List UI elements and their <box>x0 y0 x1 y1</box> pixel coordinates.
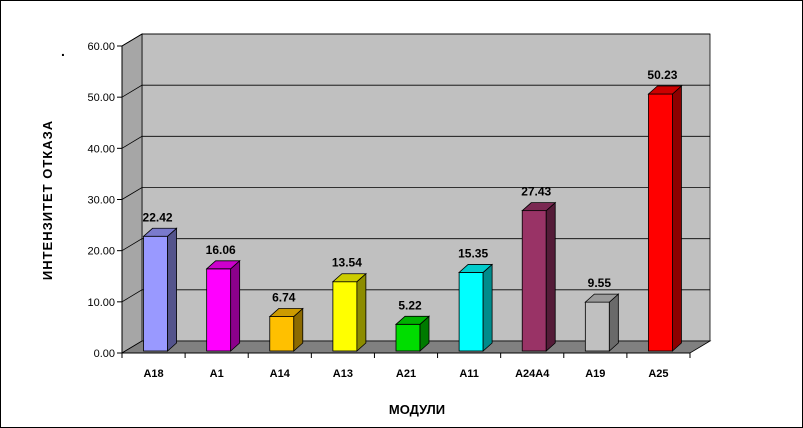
x-tick-label: A14 <box>270 368 291 380</box>
x-tick-label: A18 <box>143 368 163 380</box>
y-tick-label: 40.00 <box>87 143 115 155</box>
bar <box>269 316 295 352</box>
gridline <box>121 238 710 252</box>
bar-top <box>394 315 431 325</box>
data-label: 5.22 <box>398 298 422 312</box>
bar-side <box>482 263 493 352</box>
bar-top <box>142 227 178 237</box>
x-tick-label: A21 <box>396 368 416 380</box>
x-tick-label: A19 <box>585 368 605 380</box>
y-axis-title: ИНТЕНЗИТЕТ ОТКАЗА <box>40 120 55 280</box>
bar-top <box>331 273 367 283</box>
bar <box>458 272 484 352</box>
data-label: 6.74 <box>272 291 296 305</box>
x-tick-label: A13 <box>333 368 353 380</box>
y-tick-label: 30.00 <box>87 195 115 207</box>
data-label: 13.54 <box>332 256 362 270</box>
gridline <box>121 135 710 149</box>
bar-side <box>167 227 177 352</box>
data-label: 15.35 <box>458 246 488 260</box>
gridline <box>121 289 710 303</box>
x-tick-label: A25 <box>648 368 668 380</box>
y-tick-label: 20.00 <box>87 246 115 258</box>
bar-side <box>356 272 367 352</box>
y-tick-label: 50.00 <box>87 92 115 104</box>
data-label: 22.42 <box>143 210 173 224</box>
bar-top <box>268 308 304 317</box>
bar <box>143 235 168 352</box>
bar-side <box>608 293 619 352</box>
plot-area: 0.00 10.00 20.00 30.00 40.00 50.00 60.00 22.42 A… <box>87 33 712 380</box>
bar-top <box>205 260 241 270</box>
bar-side <box>672 85 682 352</box>
gridline <box>121 84 710 98</box>
data-label: 27.43 <box>521 185 551 199</box>
bar <box>584 301 610 352</box>
x-tick-label: A11 <box>459 368 479 380</box>
stray-mark: . <box>61 43 65 59</box>
x-tick-label: A24A4 <box>515 368 550 380</box>
y-tick-label: 10.00 <box>87 297 115 309</box>
bar-top <box>521 202 557 212</box>
bar <box>521 210 547 352</box>
y-tick-label: 60.00 <box>87 41 115 53</box>
bar <box>395 323 421 352</box>
bar-top <box>647 85 683 95</box>
data-label: 9.55 <box>588 276 612 290</box>
bar-side <box>545 201 556 352</box>
bar-side <box>230 259 241 352</box>
x-axis-title: МОДУЛИ <box>389 402 445 417</box>
data-label: 50.23 <box>647 68 677 82</box>
gridline <box>121 33 710 47</box>
bar <box>648 93 673 352</box>
bar <box>332 281 358 352</box>
y-tick-label: 0.00 <box>94 348 115 360</box>
gridline <box>121 187 710 200</box>
bar-top <box>458 264 494 273</box>
bar <box>206 268 232 352</box>
data-label: 16.06 <box>206 243 236 257</box>
bar-top <box>584 293 620 303</box>
x-tick-label: A1 <box>210 368 224 380</box>
